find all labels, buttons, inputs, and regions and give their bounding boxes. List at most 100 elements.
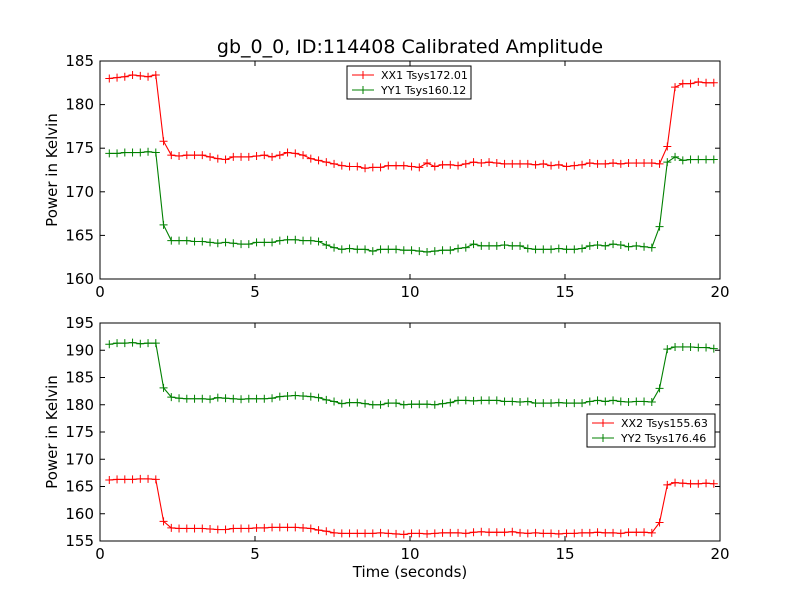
data-point bbox=[353, 245, 362, 254]
data-point bbox=[616, 240, 625, 249]
data-point bbox=[647, 398, 656, 407]
data-point bbox=[655, 222, 664, 231]
data-point bbox=[384, 245, 393, 254]
legend-label: XX1 Tsys172.01 bbox=[381, 69, 468, 82]
data-point bbox=[570, 161, 579, 170]
data-point bbox=[671, 478, 680, 487]
x-axis-label: Time (seconds) bbox=[352, 563, 468, 581]
data-point bbox=[368, 163, 377, 172]
data-point bbox=[709, 78, 718, 87]
data-point bbox=[128, 338, 137, 347]
data-point bbox=[492, 528, 501, 537]
data-point bbox=[299, 392, 308, 401]
data-point bbox=[601, 241, 610, 250]
data-point bbox=[291, 523, 300, 532]
data-point bbox=[136, 71, 145, 80]
data-point bbox=[593, 240, 602, 249]
data-point bbox=[554, 244, 563, 253]
data-point bbox=[306, 236, 315, 245]
data-point bbox=[353, 162, 362, 171]
data-point bbox=[330, 243, 339, 252]
bottom-subplot: 0 5 10 15 20 155 160 165 170 175 180 185 190 195 Power… bbox=[43, 314, 730, 581]
data-point bbox=[291, 149, 300, 158]
series-xx2 bbox=[105, 474, 718, 539]
legend-marker bbox=[359, 86, 367, 94]
data-point bbox=[345, 398, 354, 407]
data-point bbox=[461, 159, 470, 168]
y-tick-label: 190 bbox=[65, 341, 94, 359]
data-point bbox=[694, 343, 703, 352]
data-point bbox=[430, 247, 439, 256]
data-point bbox=[407, 246, 416, 255]
legend-label: YY2 Tsys176.46 bbox=[620, 432, 706, 445]
data-point bbox=[547, 399, 556, 408]
data-point bbox=[159, 517, 168, 526]
data-point bbox=[361, 245, 370, 254]
data-point bbox=[306, 154, 315, 163]
legend-label: YY1 Tsys160.12 bbox=[380, 84, 466, 97]
data-point bbox=[415, 247, 424, 256]
data-point bbox=[508, 527, 517, 536]
legend: XX2 Tsys155.63 YY2 Tsys176.46 bbox=[586, 413, 716, 448]
x-tick-label: 10 bbox=[400, 545, 419, 563]
data-point bbox=[275, 523, 284, 532]
data-point bbox=[361, 399, 370, 408]
data-point bbox=[632, 159, 641, 168]
data-point bbox=[213, 525, 222, 534]
data-point bbox=[415, 163, 424, 172]
data-point bbox=[229, 524, 238, 533]
series-yy2 bbox=[105, 338, 718, 409]
data-point bbox=[260, 238, 269, 247]
data-point bbox=[446, 528, 455, 537]
data-point bbox=[268, 238, 277, 247]
data-point bbox=[252, 394, 261, 403]
data-point bbox=[702, 343, 711, 352]
data-point bbox=[136, 339, 145, 348]
data-point bbox=[678, 342, 687, 351]
data-point bbox=[632, 528, 641, 537]
data-point bbox=[237, 395, 246, 404]
data-point bbox=[407, 529, 416, 538]
x-tick-label: 20 bbox=[710, 283, 729, 301]
data-point bbox=[206, 152, 215, 161]
data-point bbox=[423, 159, 432, 168]
data-point bbox=[624, 528, 633, 537]
data-point bbox=[562, 245, 571, 254]
data-point bbox=[275, 392, 284, 401]
x-tick-label: 15 bbox=[555, 545, 574, 563]
data-point bbox=[438, 246, 447, 255]
data-point bbox=[136, 148, 145, 157]
data-point bbox=[190, 151, 199, 160]
data-point bbox=[678, 79, 687, 88]
data-point bbox=[260, 394, 269, 403]
x-tick-label: 10 bbox=[400, 283, 419, 301]
data-point bbox=[570, 399, 579, 408]
data-point bbox=[678, 156, 687, 165]
data-point bbox=[485, 241, 494, 250]
data-point bbox=[237, 524, 246, 533]
data-point bbox=[407, 162, 416, 171]
legend: XX1 Tsys172.01 YY1 Tsys160.12 bbox=[346, 65, 472, 100]
data-point bbox=[399, 246, 408, 255]
data-point bbox=[384, 161, 393, 170]
data-point bbox=[547, 161, 556, 170]
top-subplot: 0 5 10 15 20 160 165 170 175 180 185 Power in Kelvi… bbox=[43, 52, 730, 301]
data-point bbox=[275, 151, 284, 160]
data-point bbox=[151, 475, 160, 484]
data-point bbox=[299, 151, 308, 160]
data-point bbox=[353, 398, 362, 407]
x-tick-label: 5 bbox=[250, 545, 260, 563]
data-point bbox=[585, 528, 594, 537]
data-point bbox=[438, 399, 447, 408]
data-point bbox=[407, 400, 416, 409]
data-point bbox=[244, 240, 253, 249]
data-point bbox=[562, 399, 571, 408]
legend-marker bbox=[599, 434, 607, 442]
data-point bbox=[578, 399, 587, 408]
data-point bbox=[260, 523, 269, 532]
data-point bbox=[128, 148, 137, 157]
data-point bbox=[686, 342, 695, 351]
data-point bbox=[190, 524, 199, 533]
y-tick-label: 160 bbox=[65, 505, 94, 523]
